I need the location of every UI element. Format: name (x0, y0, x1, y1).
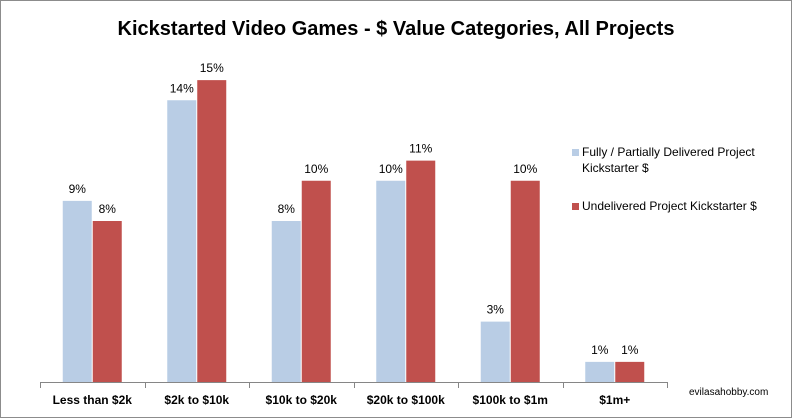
data-label-undelivered-0: 8% (99, 202, 117, 216)
bars (62, 80, 645, 382)
chart-title: Kickstarted Video Games - $ Value Catego… (117, 18, 675, 40)
x-tick-label-2: $10k to $20k (266, 393, 338, 407)
bar-undelivered-1 (197, 80, 227, 382)
bar-delivered-2 (271, 221, 301, 382)
legend: Fully / Partially Delivered Project Kick… (572, 144, 782, 236)
bar-undelivered-3 (406, 160, 436, 382)
legend-swatch-undelivered (572, 203, 579, 210)
data-label-delivered-5: 1% (591, 343, 609, 357)
bar-delivered-4 (480, 321, 510, 382)
legend-label-delivered: Fully / Partially Delivered Project Kick… (582, 145, 755, 175)
bar-undelivered-2 (301, 180, 331, 382)
data-label-delivered-4: 3% (487, 303, 505, 317)
x-tick-label-3: $20k to $100k (367, 393, 445, 407)
bar-delivered-5 (585, 361, 615, 382)
x-tick-label-5: $1m+ (599, 393, 630, 407)
data-label-undelivered-5: 1% (621, 343, 639, 357)
data-label-undelivered-2: 10% (304, 162, 328, 176)
data-label-delivered-3: 10% (379, 162, 403, 176)
bar-undelivered-4 (510, 180, 540, 382)
legend-item-delivered: Fully / Partially Delivered Project Kick… (572, 144, 782, 176)
x-tick-label-1: $2k to $10k (164, 393, 229, 407)
data-label-undelivered-1: 15% (200, 61, 224, 75)
bar-undelivered-0 (92, 221, 122, 382)
legend-label-undelivered: Undelivered Project Kickstarter $ (582, 199, 757, 213)
x-axis: Less than $2k $2k to $10k $10k to $20k $20k… (40, 382, 668, 407)
bar-delivered-3 (376, 180, 406, 382)
legend-swatch-delivered (572, 149, 579, 156)
x-tick-label-0: Less than $2k (53, 393, 133, 407)
x-tick-label-4: $100k to $1m (473, 393, 548, 407)
bar-delivered-0 (62, 200, 92, 382)
data-label-delivered-0: 9% (69, 182, 87, 196)
bar-undelivered-5 (615, 361, 645, 382)
data-labels: 9% 8% 14% 15% 8% 10% 10% 11% 3% 10% 1% 1% (69, 61, 639, 357)
data-label-delivered-2: 8% (278, 202, 296, 216)
legend-item-undelivered: Undelivered Project Kickstarter $ (572, 198, 782, 214)
data-label-undelivered-3: 11% (409, 142, 432, 156)
data-label-delivered-1: 14% (170, 81, 194, 95)
bar-delivered-1 (167, 100, 197, 382)
watermark: evilasahobby.com (689, 387, 769, 398)
data-label-undelivered-4: 10% (513, 162, 537, 176)
